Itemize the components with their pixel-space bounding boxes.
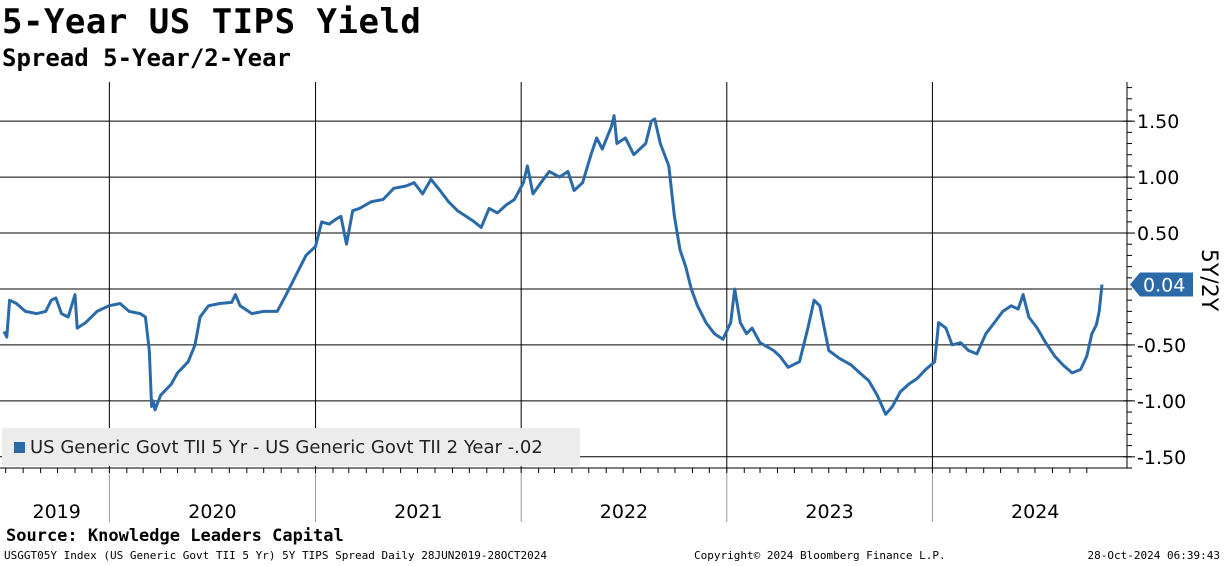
y-tick-label: 1.50 xyxy=(1137,111,1179,133)
source-note: Source: Knowledge Leaders Capital xyxy=(6,526,344,546)
y-tick-label: -1.00 xyxy=(1137,391,1186,413)
x-tick-label: 2023 xyxy=(805,501,853,523)
grid-layer xyxy=(0,120,1127,458)
x-tick-label: 2019 xyxy=(32,501,80,523)
x-axis: 2019 2020 2021 2022 2023 2024 xyxy=(0,467,1127,523)
ticker-line: USGGT05Y Index (US Generic Govt TII 5 Yr… xyxy=(4,549,548,562)
series-line xyxy=(2,114,1104,416)
y-tick-label: 0.50 xyxy=(1137,223,1179,245)
legend-label: US Generic Govt TII 5 Yr - US Generic Go… xyxy=(30,437,543,458)
y-axis-title: 5Y/2Y xyxy=(1196,249,1221,312)
x-tick-label: 2020 xyxy=(188,501,236,523)
y-tick-label: -0.50 xyxy=(1137,335,1186,357)
chart-subtitle: Spread 5-Year/2-Year xyxy=(2,44,291,72)
y-axis: 1.50 1.00 0.50 -0.50 -1.00 -1.50 5Y/2Y xyxy=(1123,82,1221,469)
x-tick-label: 2022 xyxy=(600,501,648,523)
y-tick-label: -1.50 xyxy=(1137,447,1186,469)
copyright: Copyright© 2024 Bloomberg Finance L.P. xyxy=(694,549,946,562)
last-value-marker xyxy=(1130,272,1193,297)
legend-swatch xyxy=(14,442,25,453)
last-value-label: 0.04 xyxy=(1143,275,1185,297)
x-tick-label: 2021 xyxy=(394,501,442,523)
year-separators xyxy=(108,82,933,522)
x-tick-label: 2024 xyxy=(1011,501,1059,523)
timestamp: 28-Oct-2024 06:39:43 xyxy=(1087,549,1220,562)
legend: US Generic Govt TII 5 Yr - US Generic Go… xyxy=(2,428,580,466)
y-tick-label: 1.00 xyxy=(1137,167,1179,189)
chart-title: 5-Year US TIPS Yield xyxy=(2,2,422,42)
series-layer: 0.04 xyxy=(2,114,1193,416)
